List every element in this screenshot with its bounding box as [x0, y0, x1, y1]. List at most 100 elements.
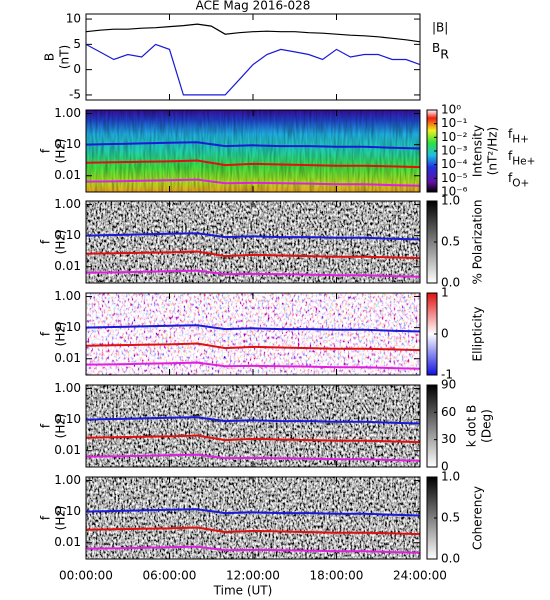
y-axis-label: (Hz) [54, 139, 68, 164]
colorbar [426, 384, 438, 468]
colorbar-tick-label: 10⁻¹ [441, 116, 468, 130]
colorbar-tick-label: 10⁻⁶ [441, 185, 468, 199]
y-tick-label: -5 [69, 87, 81, 101]
colorbar-tick-label: 1 [441, 286, 449, 300]
y-tick-label: 0.01 [54, 443, 81, 457]
colorbar-label: k dot B [465, 405, 479, 447]
spectrogram-texture [86, 477, 420, 559]
y-tick-label: 0.10 [54, 320, 81, 334]
series-line [85, 250, 421, 260]
colorbar-label: Ellipticity [471, 307, 485, 362]
spectrogram-texture [86, 201, 420, 283]
x-tick-label: 24:00:00 [393, 569, 447, 583]
x-tick-label: 12:00:00 [226, 569, 280, 583]
y-tick-label: 0 [73, 62, 81, 76]
spectrogram-texture [86, 110, 420, 192]
colorbar-tick-label: 1.0 [441, 470, 460, 484]
colorbar-tick-label: -1 [441, 368, 453, 382]
y-tick-label: 0.01 [54, 259, 81, 273]
colorbar-tick-label: 10⁻⁵ [441, 171, 468, 185]
colorbar-tick-label: 10⁻² [441, 130, 468, 144]
colorbar-tick-label: 90 [441, 378, 456, 392]
y-axis-label: f [39, 423, 53, 428]
y-tick-label: 1.00 [54, 381, 81, 395]
colorbar-tick-label: 10⁻³ [441, 144, 468, 158]
y-tick-label: 5 [73, 37, 81, 51]
chart-title: ACE Mag 2016-028 [196, 0, 311, 13]
y-axis-label: f [39, 148, 53, 153]
legend-label: BR [432, 41, 449, 61]
colorbar-tick-label: 60 [441, 405, 456, 419]
x-tick-label: 00:00:00 [59, 569, 113, 583]
colorbar-tick-label: 10⁰ [441, 103, 461, 117]
plot-frame [85, 200, 421, 284]
y-axis-label: (Hz) [54, 322, 68, 347]
y-tick-label: 10 [66, 12, 81, 26]
colorbar-tick-label: 0 [441, 327, 449, 341]
colorbar-tick-label: 30 [441, 432, 456, 446]
y-axis-label: (nT) [58, 45, 72, 69]
y-axis-label: f [39, 331, 53, 336]
x-axis-label: Time (UT) [213, 584, 273, 598]
colorbar-label: Coherency [471, 486, 485, 550]
series-line [85, 434, 421, 444]
y-tick-label: 1.00 [54, 197, 81, 211]
colorbar-label: Intensity [471, 125, 485, 177]
y-tick-label: 0.10 [54, 412, 81, 426]
y-axis-label: f [39, 515, 53, 520]
series-line [85, 361, 421, 370]
series-line [85, 159, 421, 169]
series-line [85, 269, 421, 278]
legend-label: |B| [432, 21, 448, 35]
series-line [85, 545, 421, 554]
colorbar-tick-label: 0.5 [441, 511, 460, 525]
colorbar-label: (Deg) [480, 409, 494, 443]
series-line [85, 178, 421, 187]
series-line [85, 526, 421, 536]
series-line [85, 232, 421, 241]
colorbar-tick-label: 0.5 [441, 235, 460, 249]
y-tick-label: 0.10 [54, 228, 81, 242]
y-axis-label: (Hz) [54, 230, 68, 255]
y-tick-label: 0.01 [54, 535, 81, 549]
y-axis-label: (Hz) [54, 506, 68, 531]
plot-frame [85, 476, 421, 560]
spectrogram-texture [86, 293, 420, 375]
legend-label: fH+ [508, 127, 529, 146]
plot-frame [85, 13, 421, 101]
y-tick-label: 1.00 [54, 289, 81, 303]
y-tick-label: 0.10 [54, 137, 81, 151]
spectrogram-texture [86, 385, 420, 467]
plot-frame [85, 292, 421, 376]
colorbar-tick-label: 10⁻⁴ [441, 157, 468, 171]
plot-frame [85, 109, 421, 193]
y-tick-label: 0.01 [54, 351, 81, 365]
x-tick-label: 06:00:00 [143, 569, 197, 583]
y-tick-label: 1.00 [54, 106, 81, 120]
colorbar-tick-label: 0.0 [441, 276, 460, 290]
series-line [85, 141, 421, 150]
colorbar-tick-label: 1.0 [441, 194, 460, 208]
series-line [85, 324, 421, 333]
x-tick-label: 18:00:00 [310, 569, 364, 583]
series-line [85, 43, 421, 96]
y-tick-label: 1.00 [54, 473, 81, 487]
colorbar-label: % Polarization [471, 200, 485, 285]
colorbar-tick-label: 0 [441, 460, 449, 474]
legend-label: fO+ [508, 171, 529, 190]
legend-label: fHe+ [508, 149, 535, 168]
series-line [85, 342, 421, 352]
colorbar-tick-label: 0.0 [441, 552, 460, 566]
y-axis-label: (Hz) [54, 414, 68, 439]
plot-frame [85, 384, 421, 468]
y-tick-label: 0.01 [54, 168, 81, 182]
series-line [85, 23, 421, 43]
y-axis-label: f [39, 239, 53, 244]
y-axis-label: B [43, 53, 57, 61]
y-tick-label: 0.10 [54, 504, 81, 518]
series-line [85, 508, 421, 517]
colorbar-label: (nT²/Hz) [486, 127, 500, 175]
series-line [85, 416, 421, 425]
